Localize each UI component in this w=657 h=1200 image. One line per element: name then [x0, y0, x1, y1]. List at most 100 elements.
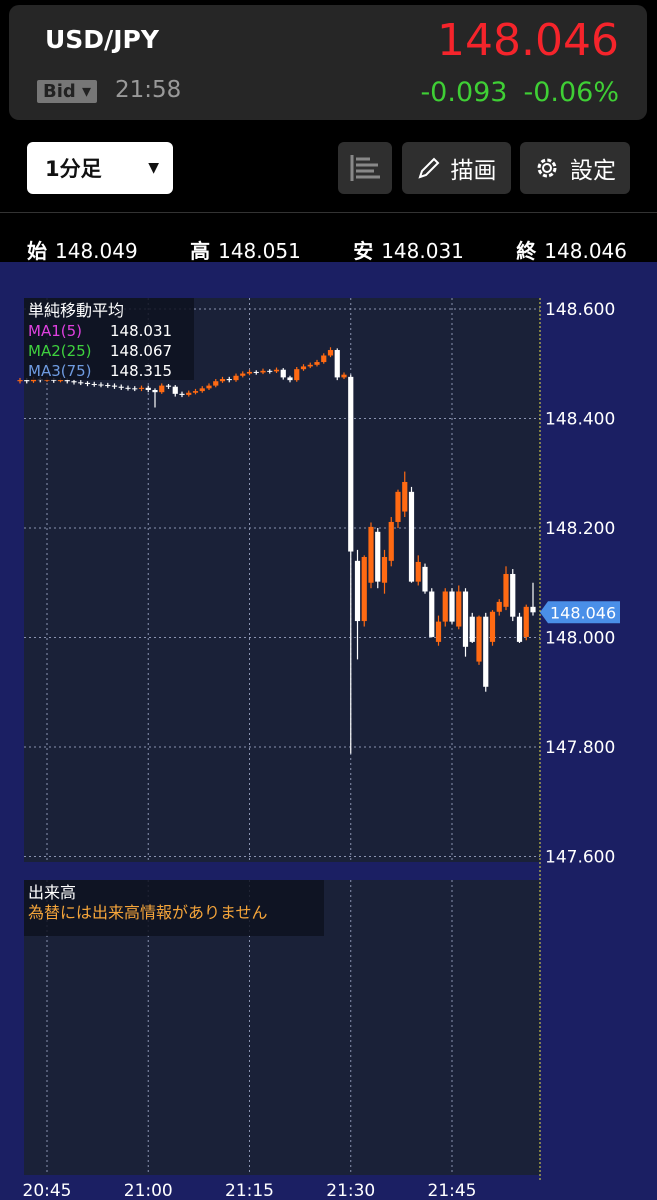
- x-tick-label: 21:15: [225, 1181, 274, 1200]
- ohlc-row: 始 148.049 高 148.051 安 148.031 終 148.046: [27, 235, 627, 264]
- ohlc-label: 終: [516, 239, 537, 263]
- gear-icon: [537, 158, 557, 178]
- x-tick-label: 21:30: [326, 1181, 375, 1200]
- candle-body: [469, 616, 475, 642]
- candle-body: [64, 380, 70, 382]
- candle-body: [186, 392, 192, 395]
- draw-label: 描画: [450, 158, 497, 184]
- candle-body: [496, 601, 502, 612]
- layout-button[interactable]: [338, 142, 392, 194]
- candle-body: [199, 388, 205, 392]
- candle-body: [159, 385, 165, 393]
- x-tick-label: 21:45: [428, 1181, 477, 1200]
- candle-body: [503, 573, 509, 607]
- interval-select[interactable]: 1分足 ▼: [27, 142, 173, 194]
- candle-body: [98, 384, 104, 386]
- candle-body: [483, 616, 489, 687]
- settings-label: 設定: [570, 158, 616, 184]
- divider: [0, 212, 657, 213]
- ohlc-item: 始 148.049: [27, 235, 138, 264]
- candle-body: [118, 386, 124, 388]
- ohlc-label: 高: [190, 239, 211, 263]
- candle-body: [246, 371, 253, 374]
- candle-body: [530, 606, 536, 613]
- candle-body: [172, 386, 178, 394]
- ohlc-value: 148.046: [544, 239, 627, 263]
- price-type[interactable]: Bid ▾: [37, 80, 98, 103]
- y-tick-label: 148.000: [545, 628, 615, 648]
- candle-body: [179, 393, 185, 395]
- candle-body: [132, 388, 138, 390]
- candle-body: [381, 557, 388, 583]
- legend-box: [24, 298, 194, 380]
- ohlc-label: 始: [27, 239, 47, 263]
- candle-body: [287, 377, 293, 381]
- candle-body: [111, 385, 118, 387]
- candle-body: [192, 391, 199, 393]
- draw-button[interactable]: 描画: [402, 142, 511, 194]
- y-tick-label: 148.200: [545, 519, 615, 539]
- candle-body: [408, 491, 415, 582]
- ohlc-value: 148.049: [55, 239, 138, 263]
- y-tick-label: 147.800: [545, 738, 615, 758]
- candle-body: [44, 379, 50, 381]
- candle-body: [165, 385, 172, 387]
- candle-body: [435, 621, 442, 642]
- candle-body: [233, 375, 239, 381]
- change: -0.093: [420, 77, 508, 108]
- ohlc-item: 高 148.051: [190, 235, 301, 264]
- candle-body: [321, 355, 327, 363]
- candle-body: [24, 380, 30, 382]
- time: 21:58: [115, 77, 182, 103]
- candle-body: [253, 371, 259, 373]
- legend-value: 148.315: [110, 362, 172, 380]
- candle-body: [125, 387, 131, 389]
- candle-body: [348, 376, 354, 552]
- candle-body: [341, 374, 347, 378]
- pencil-icon: [417, 157, 439, 179]
- ohlc-value: 148.051: [218, 239, 301, 263]
- volume-title: 出来高: [28, 883, 76, 902]
- candle-body: [334, 350, 340, 378]
- candle-body: [354, 560, 361, 622]
- candle-body: [415, 561, 421, 582]
- candle-body: [422, 566, 428, 592]
- ohlc-label: 安: [353, 239, 374, 263]
- candle-body: [240, 373, 246, 376]
- candle-body: [429, 591, 435, 637]
- candle-body: [300, 366, 307, 370]
- volume-note: 為替には出来高情報がありません: [28, 903, 268, 922]
- candle-body: [442, 591, 448, 622]
- ohlc-value: 148.031: [381, 239, 464, 263]
- list-icon: [350, 155, 380, 181]
- legend-value: 148.031: [110, 322, 172, 340]
- candle-body: [30, 379, 37, 382]
- candle-body: [71, 381, 77, 383]
- price: 148.046: [437, 15, 619, 66]
- candle-body: [152, 389, 158, 393]
- legend-name: MA3(75): [28, 362, 92, 380]
- volume-legend-box: [24, 880, 324, 936]
- legend-name: MA2(25): [28, 342, 92, 360]
- candle-body: [402, 481, 408, 512]
- candle-body: [294, 369, 300, 381]
- interval: 1分足: [45, 157, 102, 181]
- x-tick-label: 21:00: [124, 1181, 173, 1200]
- legend-value: 148.067: [110, 342, 172, 360]
- candle-body: [260, 370, 266, 373]
- settings-button[interactable]: 設定: [520, 142, 630, 194]
- candle-body: [327, 350, 334, 356]
- candle-body: [489, 611, 496, 642]
- candle-body: [280, 369, 286, 378]
- candle-body: [510, 573, 516, 617]
- candle-body: [273, 369, 280, 372]
- y-tick-label: 147.600: [545, 848, 615, 868]
- candle-body: [375, 531, 381, 582]
- candle-body: [516, 616, 523, 642]
- candle-body: [51, 379, 57, 381]
- candle-body: [138, 387, 145, 389]
- candle-body: [267, 370, 273, 372]
- candle-body: [91, 383, 97, 385]
